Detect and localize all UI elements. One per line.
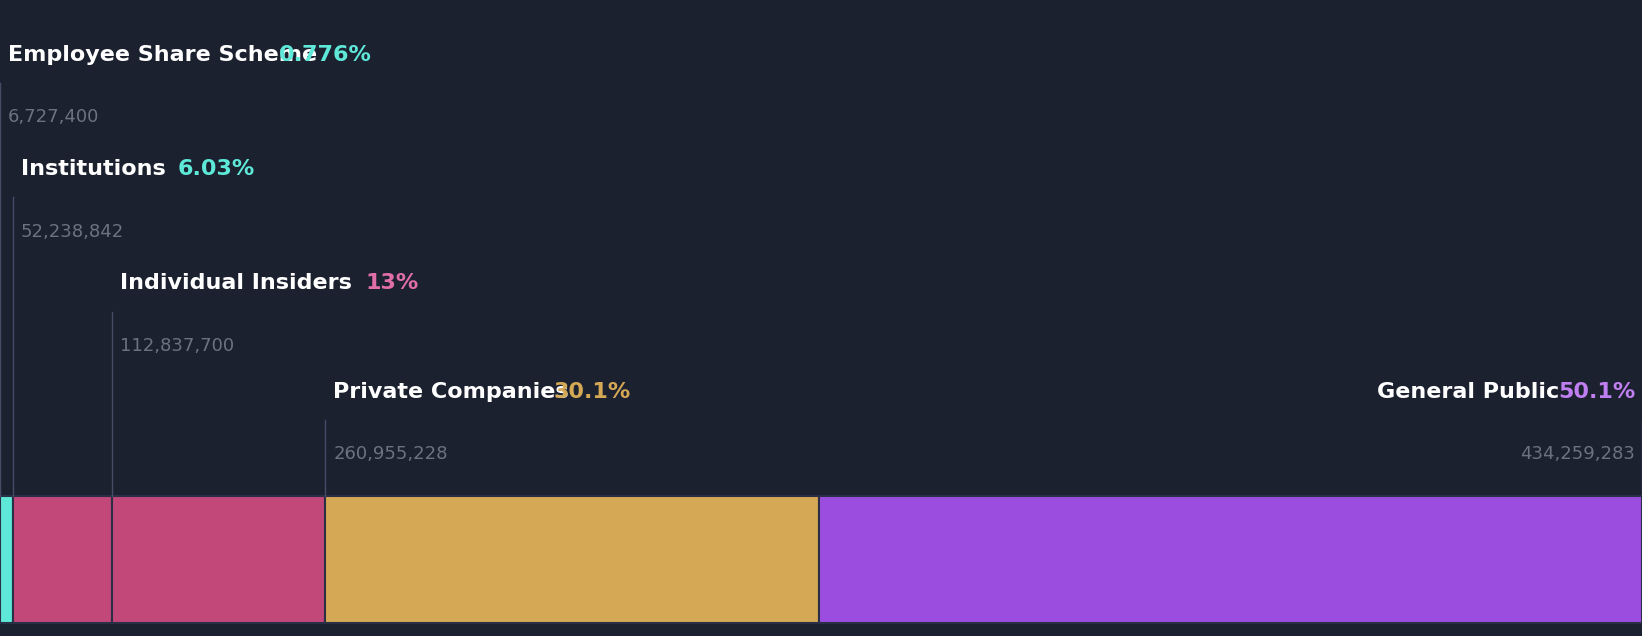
Text: Private Companies: Private Companies	[333, 382, 576, 401]
Bar	[112, 496, 325, 623]
Text: 13%: 13%	[366, 273, 419, 293]
Text: 434,259,283: 434,259,283	[1520, 445, 1635, 463]
Text: 6.03%: 6.03%	[177, 159, 255, 179]
Bar	[0, 496, 13, 623]
Bar	[819, 496, 1642, 623]
Bar	[325, 496, 819, 623]
Text: 30.1%: 30.1%	[553, 382, 631, 401]
Text: Institutions: Institutions	[21, 159, 174, 179]
Text: 6,727,400: 6,727,400	[8, 108, 100, 126]
Text: Individual Insiders: Individual Insiders	[120, 273, 360, 293]
Text: 52,238,842: 52,238,842	[21, 223, 125, 240]
Bar	[13, 496, 112, 623]
Text: 0.776%: 0.776%	[279, 45, 373, 64]
Text: 112,837,700: 112,837,700	[120, 337, 235, 355]
Text: 260,955,228: 260,955,228	[333, 445, 448, 463]
Text: Employee Share Scheme: Employee Share Scheme	[8, 45, 325, 64]
Text: General Public: General Public	[1378, 382, 1566, 401]
Text: 50.1%: 50.1%	[1558, 382, 1635, 401]
